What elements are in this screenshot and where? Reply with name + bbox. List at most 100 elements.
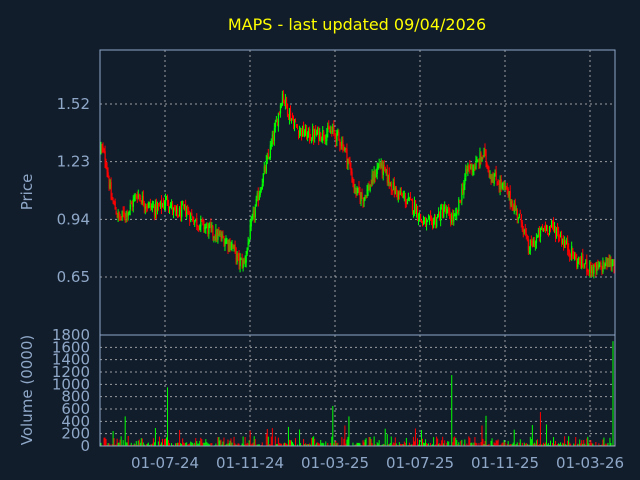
candle-body	[488, 170, 490, 176]
candle-body	[178, 214, 180, 217]
candle-body	[254, 206, 256, 218]
candle-body	[264, 166, 266, 172]
candle-body	[594, 263, 596, 267]
candle-body	[265, 160, 267, 173]
candle-body	[539, 227, 542, 237]
candle-body	[211, 225, 213, 229]
candle-body	[601, 265, 603, 272]
candle-body	[139, 198, 142, 200]
candle-body	[307, 132, 309, 138]
candle-body	[142, 195, 145, 205]
candle-body	[309, 128, 311, 140]
candle-body	[547, 233, 550, 235]
candle-body	[608, 259, 610, 267]
candle-body	[286, 103, 289, 116]
candle-body	[117, 212, 119, 217]
candle-body	[335, 134, 337, 142]
candle-body	[169, 207, 171, 210]
candle-body	[171, 203, 173, 206]
candle-body	[452, 213, 454, 221]
candle-body	[236, 254, 238, 263]
candle-body	[207, 224, 209, 234]
candle-body	[444, 206, 446, 210]
candle-body	[424, 218, 426, 220]
candle-body	[270, 142, 273, 147]
candle-body	[146, 207, 149, 209]
candle-body	[389, 182, 391, 187]
candle-body	[556, 230, 558, 238]
x-tick-label: 01-03-26	[556, 454, 624, 472]
candle-body	[323, 131, 325, 138]
candle-body	[575, 254, 577, 257]
candle-body	[143, 203, 146, 208]
candle-body	[470, 163, 472, 170]
candle-body	[551, 221, 553, 226]
candle-body	[281, 94, 284, 105]
candle-body	[219, 233, 221, 236]
candle-body	[443, 210, 445, 218]
candle-body	[565, 240, 567, 246]
candle-body	[330, 131, 332, 134]
candle-body	[364, 194, 366, 198]
candle-body	[138, 194, 140, 197]
volume-axis-label: Volume (0000)	[18, 335, 36, 445]
candle-body	[166, 196, 168, 200]
candle-body	[534, 241, 537, 246]
candle-body	[111, 196, 113, 200]
candle-body	[256, 193, 258, 199]
candle-body	[378, 164, 380, 166]
candle-body	[401, 194, 404, 196]
candle-body	[289, 110, 292, 121]
candle-body	[516, 209, 518, 218]
candle-body	[541, 227, 544, 231]
candle-body	[319, 131, 321, 139]
candle-body	[282, 93, 285, 101]
candle-body	[493, 176, 495, 184]
candle-body	[507, 189, 509, 198]
candle-body	[297, 128, 299, 130]
candle-body	[390, 183, 392, 191]
candle-body	[150, 205, 153, 208]
candle-body	[327, 126, 329, 133]
candle-body	[414, 200, 417, 214]
x-tick-label: 01-11-25	[471, 454, 539, 472]
candle-body	[446, 209, 448, 215]
candle-body	[326, 133, 328, 141]
candle-body	[605, 258, 607, 266]
candle-body	[218, 231, 220, 234]
candle-body	[141, 195, 144, 204]
candle-body	[518, 214, 520, 219]
candle-body	[535, 237, 538, 244]
candle-body	[271, 134, 274, 144]
candle-body	[396, 192, 399, 198]
candle-body	[334, 132, 336, 136]
grid-lines	[100, 50, 615, 446]
candle-body	[223, 238, 225, 247]
candle-body	[381, 160, 383, 174]
candle-body	[333, 126, 335, 132]
candle-body	[510, 201, 512, 206]
candle-body	[220, 235, 222, 239]
candle-body	[242, 259, 244, 268]
candle-body	[602, 261, 604, 272]
candle-body	[216, 229, 218, 240]
candle-body	[214, 238, 216, 240]
candle-body	[427, 220, 429, 222]
candle-body	[259, 190, 261, 195]
candle-body	[445, 208, 447, 213]
candle-body	[413, 201, 416, 212]
candle-body	[451, 215, 453, 223]
candle-body	[125, 211, 127, 217]
candle-body	[587, 270, 589, 272]
candle-body	[257, 192, 259, 202]
candle-body	[400, 192, 403, 197]
candle-body	[481, 157, 483, 162]
candle-body	[610, 258, 612, 268]
candle-body	[476, 160, 478, 163]
candle-body	[422, 221, 424, 224]
candle-body	[311, 139, 313, 142]
candle-body	[194, 220, 196, 223]
candle-body	[411, 199, 414, 212]
candle-body	[261, 184, 263, 190]
